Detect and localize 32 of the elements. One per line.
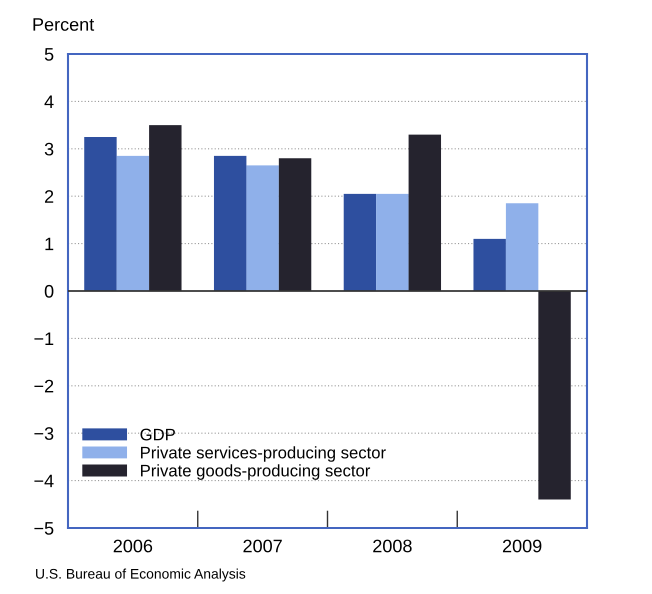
bar bbox=[506, 203, 538, 291]
y-tick-label: 3 bbox=[44, 142, 54, 156]
bar bbox=[408, 134, 442, 291]
y-tick-label: 5 bbox=[44, 48, 54, 61]
y-tick-label: 0 bbox=[44, 284, 54, 298]
bar bbox=[84, 136, 117, 291]
bar bbox=[246, 165, 279, 291]
y-tick-label: −2 bbox=[34, 380, 54, 392]
y-tick-label: 2 bbox=[44, 190, 54, 203]
y-tick-label: −4 bbox=[34, 474, 54, 488]
bar bbox=[376, 194, 409, 291]
bar bbox=[278, 158, 312, 291]
y-tick-label: −1 bbox=[34, 332, 54, 345]
y-tick-label: 4 bbox=[44, 96, 54, 108]
y-tick-label: −5 bbox=[34, 522, 54, 535]
bar bbox=[116, 156, 150, 291]
x-tick-label: 2007 bbox=[243, 540, 282, 552]
y-tick-label: 1 bbox=[45, 238, 54, 250]
legend-label: Private services-producing sector bbox=[141, 446, 386, 462]
x-tick-label: 2006 bbox=[114, 540, 152, 552]
bar bbox=[538, 291, 571, 500]
legend-label: GDP bbox=[140, 428, 175, 440]
y-axis-title: Percent bbox=[33, 18, 94, 31]
bar bbox=[149, 125, 182, 291]
bar bbox=[214, 156, 246, 291]
text: U.S. Bureau of Economic Analysis bbox=[36, 568, 246, 582]
y-tick-label: −3 bbox=[34, 427, 54, 440]
bar bbox=[344, 194, 376, 291]
bar bbox=[473, 238, 506, 291]
legend-label: Private goods-producing sector bbox=[141, 464, 370, 480]
x-tick-label: 2009 bbox=[502, 540, 542, 552]
x-tick-label: 2008 bbox=[373, 540, 412, 552]
